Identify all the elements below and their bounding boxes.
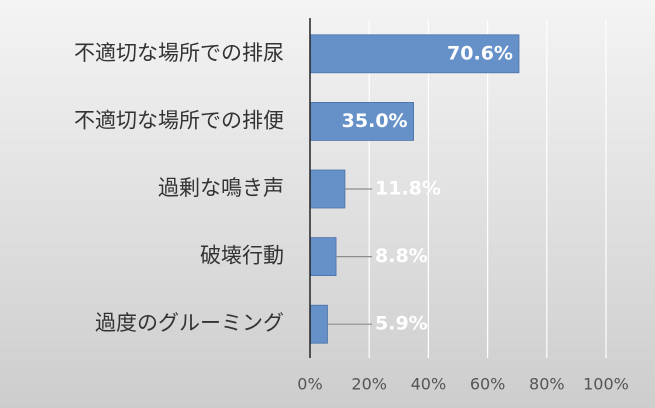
value-label: 8.8% [375, 245, 428, 267]
value-label: 70.6% [447, 42, 513, 64]
value-label: 35.0% [342, 110, 408, 132]
bar [309, 169, 346, 209]
x-tick-label: 100% [583, 375, 629, 394]
y-tick-label: 破壊行動 [200, 244, 284, 268]
x-tick-label: 60% [470, 375, 506, 394]
y-tick-label: 過度のグルーミング [95, 311, 284, 335]
value-label: 5.9% [375, 313, 428, 335]
y-tick-label: 過剰な鳴き声 [158, 176, 284, 200]
value-label: 11.8% [375, 178, 441, 200]
x-tick-label: 40% [411, 375, 447, 394]
bar [309, 304, 328, 344]
x-tick-label: 0% [297, 375, 322, 394]
y-tick-label: 不適切な場所での排尿 [74, 41, 284, 65]
bar [309, 34, 520, 74]
x-tick-label: 20% [351, 375, 387, 394]
y-tick-label: 不適切な場所での排便 [74, 108, 284, 132]
bar [309, 237, 337, 277]
x-tick-label: 80% [529, 375, 565, 394]
